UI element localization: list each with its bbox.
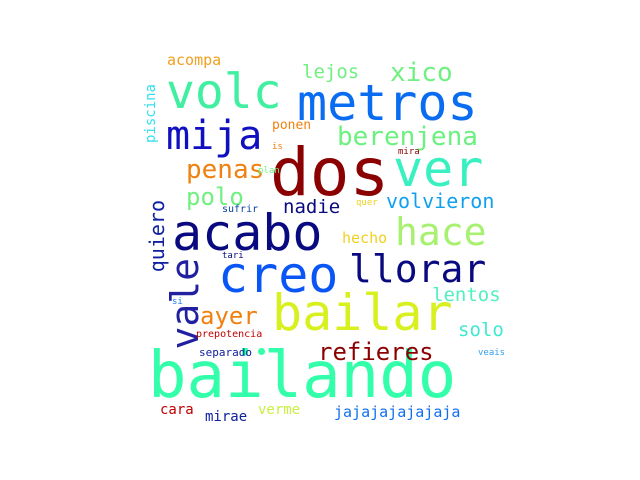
dot-mark [258, 348, 265, 355]
word-bailando: bailando [148, 339, 457, 413]
word-llorar: llorar [349, 247, 487, 291]
word-veais: veais [478, 348, 506, 358]
word-mirae: mirae [205, 409, 248, 425]
word-hace: hace [395, 210, 487, 254]
word-acompa: acompa [167, 51, 222, 69]
word-metros: metros [297, 74, 478, 132]
word-sufrir: sufrir [222, 204, 259, 215]
word-ponen: ponen [272, 118, 312, 133]
word-polo: polo [186, 183, 244, 211]
word-prepotencia: prepotencia [196, 329, 263, 340]
word-tari: tari [222, 251, 244, 261]
word-ver: ver [393, 140, 484, 198]
word-ayer: ayer [200, 302, 258, 330]
word-solo: solo [458, 319, 504, 341]
word-lejos: lejos [302, 61, 360, 83]
word-jajajajajajaja: jajajajajajaja [334, 403, 461, 421]
word-acabo: acabo [172, 204, 323, 262]
word-lentos: lentos [432, 284, 501, 306]
word-quer: quer [356, 198, 378, 208]
word-volvieron: volvieron [386, 189, 495, 213]
word-mira: mira [398, 147, 420, 157]
word-plan: plan [258, 166, 280, 176]
word-dos: dos [270, 134, 390, 211]
word-si: si [172, 297, 183, 307]
word-nadie: nadie [283, 196, 341, 218]
word-penas: penas [186, 155, 265, 185]
word-refieres: refieres [318, 338, 434, 366]
word-quiero: quiero [145, 200, 169, 273]
word-bailar: bailar [272, 284, 453, 342]
word-berenjena: berenjena [337, 122, 478, 152]
word-verme: verme [258, 402, 301, 418]
word-creo: creo [218, 246, 339, 304]
word-separado: separado [199, 346, 252, 359]
word-is: is [272, 142, 283, 152]
word-mija: mija [166, 113, 263, 159]
word-volc: volc [166, 64, 282, 120]
word-hecho: hecho [342, 229, 388, 247]
word-xico: xico [390, 58, 453, 88]
word-piscina: piscina [143, 84, 159, 144]
word-cara: cara [160, 402, 194, 418]
